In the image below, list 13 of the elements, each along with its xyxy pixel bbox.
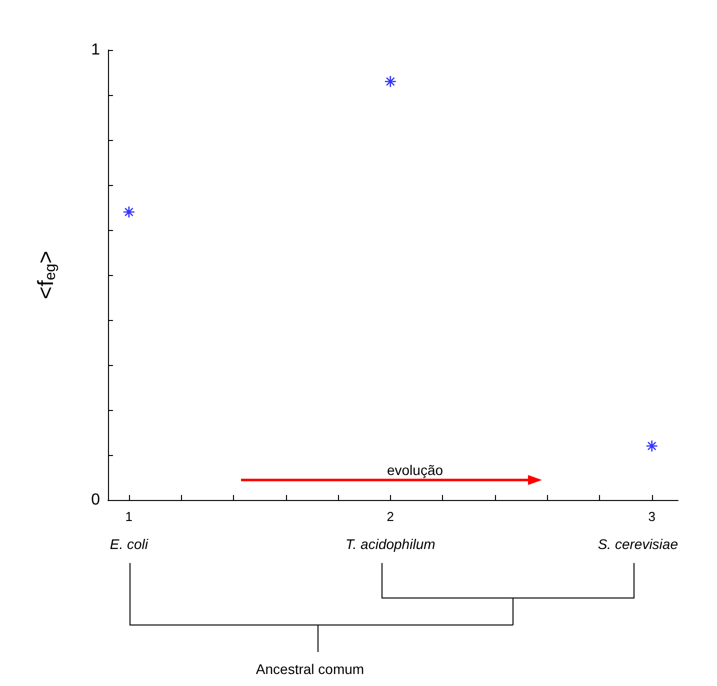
text: Ancestral comum bbox=[256, 661, 364, 677]
text: T. acidophilum bbox=[346, 536, 436, 552]
annotation: evolução bbox=[386, 462, 444, 478]
x-tick-label: 3 bbox=[648, 509, 656, 524]
point bbox=[122, 206, 136, 218]
x-tick-label: 1 bbox=[125, 509, 133, 524]
point bbox=[384, 75, 397, 88]
point bbox=[646, 440, 658, 452]
text: S. cerevisiae bbox=[598, 536, 678, 552]
y-tick-label: 0 bbox=[91, 492, 100, 508]
x-tick-label: 2 bbox=[386, 509, 394, 524]
y-axis-title: <feg> bbox=[33, 250, 59, 300]
text: E. coli bbox=[110, 536, 149, 552]
